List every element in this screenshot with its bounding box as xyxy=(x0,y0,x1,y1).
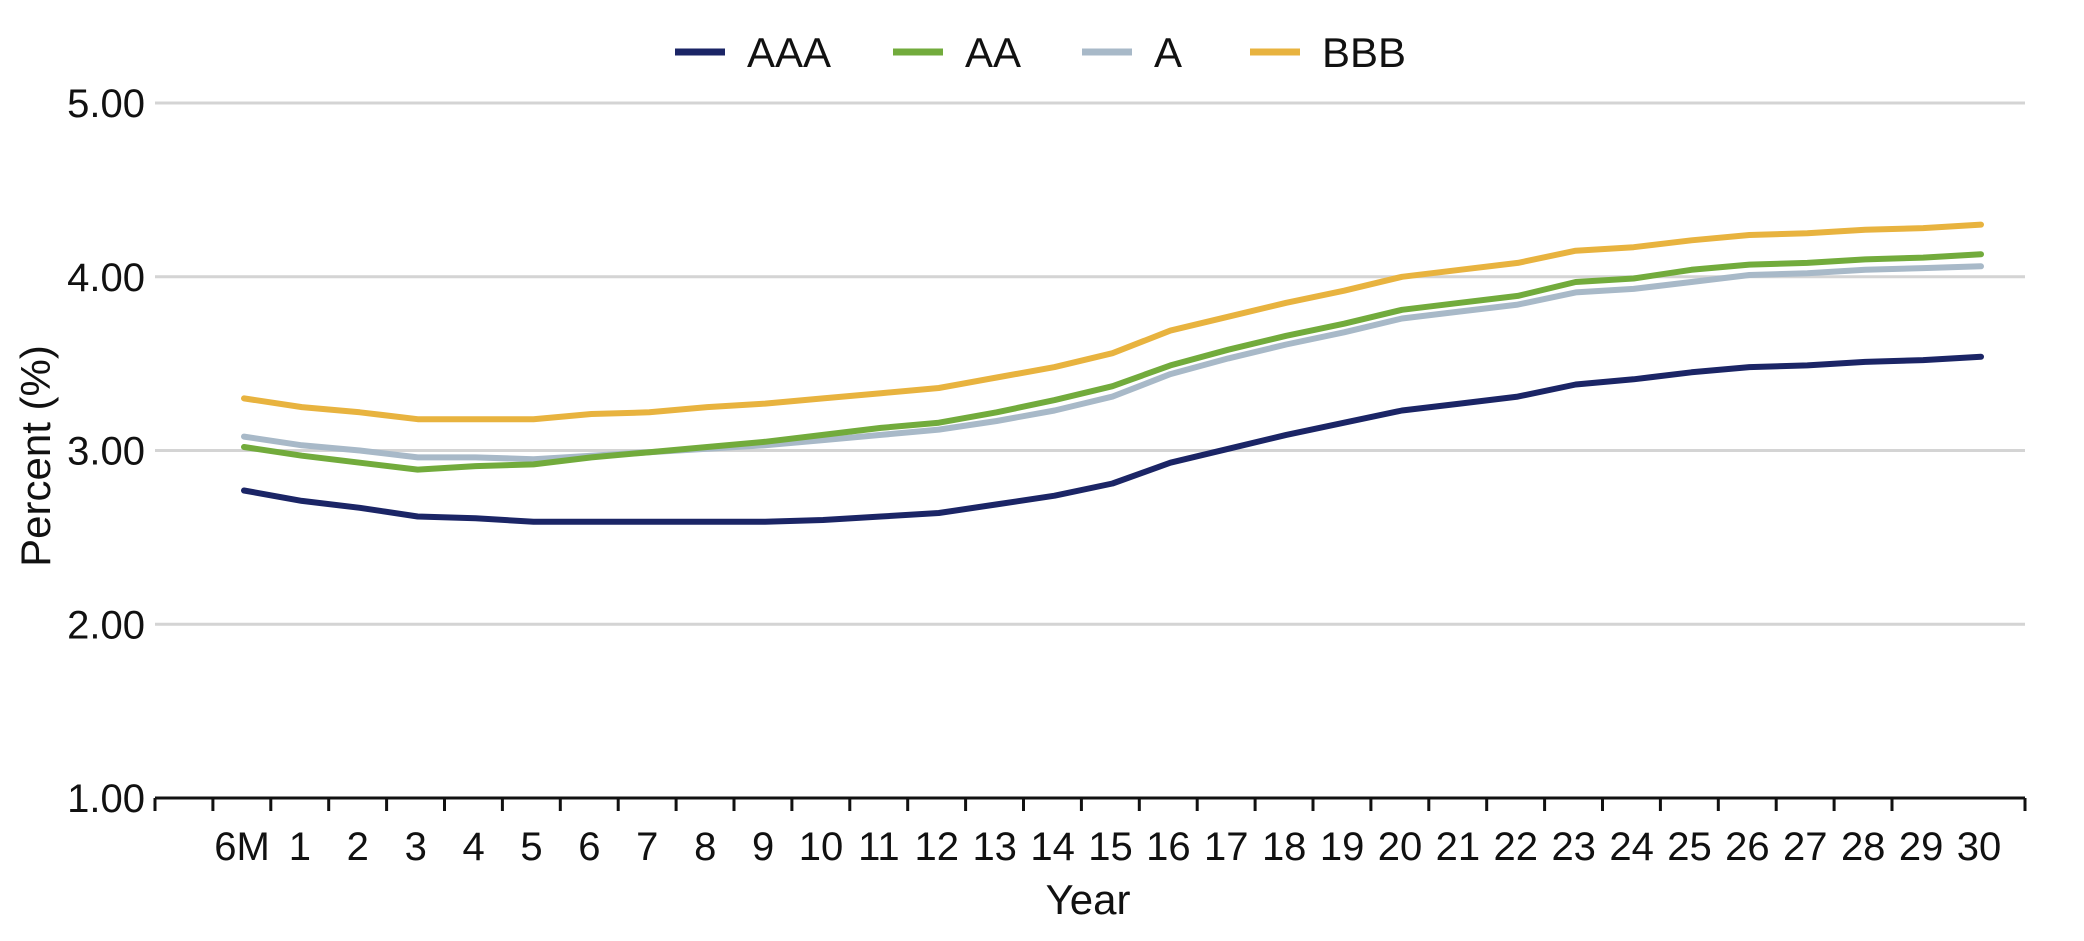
x-tick-label: 17 xyxy=(1204,825,1249,869)
x-tick-label: 6M xyxy=(214,825,270,869)
legend-label-a: A xyxy=(1154,29,1182,76)
x-tick-label: 3 xyxy=(405,825,427,869)
x-tick-label: 16 xyxy=(1146,825,1191,869)
x-tick-label: 11 xyxy=(858,825,900,869)
x-axis-title: Year xyxy=(1046,876,1131,923)
x-tick-label: 2 xyxy=(347,825,369,869)
x-tick-label: 21 xyxy=(1436,825,1481,869)
x-tick-label: 1 xyxy=(289,825,311,869)
x-axis-tick-labels: 6M 1 2 3 4 5 6 7 8 9 10 11 12 13 14 15 16 17 18 19 20 21 22 23 2… xyxy=(214,825,2001,869)
legend-label-bbb: BBB xyxy=(1322,29,1406,76)
x-tick-label: 12 xyxy=(915,825,960,869)
x-tick-label: 25 xyxy=(1667,825,1712,869)
legend-label-aa: AA xyxy=(965,29,1021,76)
x-tick-label: 19 xyxy=(1320,825,1365,869)
y-tick-label: 5.00 xyxy=(67,82,145,126)
gridlines xyxy=(155,101,2025,626)
series-line-a xyxy=(241,263,1984,463)
series-line-aaa xyxy=(241,353,1984,525)
x-tick-label: 15 xyxy=(1088,825,1133,869)
x-tick-label: 23 xyxy=(1551,825,1596,869)
series-line-bbb xyxy=(241,221,1984,423)
x-tick-label: 28 xyxy=(1841,825,1886,869)
y-axis-tick-labels: 1.00 2.00 3.00 4.00 5.00 xyxy=(67,82,145,821)
x-tick-label: 27 xyxy=(1783,825,1828,869)
x-tick-label: 24 xyxy=(1609,825,1654,869)
x-tick-label: 26 xyxy=(1725,825,1770,869)
y-tick-label: 1.00 xyxy=(67,777,145,821)
x-tick-label: 14 xyxy=(1030,825,1075,869)
x-tick-label: 9 xyxy=(752,825,774,869)
x-axis xyxy=(153,796,2027,811)
series-line-aa xyxy=(241,251,1984,473)
x-tick-label: 6 xyxy=(578,825,600,869)
x-tick-label: 7 xyxy=(636,825,658,869)
x-tick-label: 4 xyxy=(462,825,484,869)
y-axis-title: Percent (%) xyxy=(12,345,59,567)
x-tick-label: 29 xyxy=(1899,825,1944,869)
series-lines xyxy=(241,221,1984,525)
x-tick-label: 10 xyxy=(799,825,844,869)
x-tick-label: 22 xyxy=(1494,825,1539,869)
y-tick-label: 3.00 xyxy=(67,430,145,474)
y-tick-label: 2.00 xyxy=(67,603,145,647)
x-tick-label: 8 xyxy=(694,825,716,869)
x-tick-label: 30 xyxy=(1957,825,2002,869)
x-tick-label: 18 xyxy=(1262,825,1307,869)
legend-label-aaa: AAA xyxy=(747,29,831,76)
x-tick-label: 20 xyxy=(1378,825,1423,869)
x-tick-label: 5 xyxy=(520,825,542,869)
y-tick-label: 4.00 xyxy=(67,256,145,300)
x-tick-label: 13 xyxy=(972,825,1017,869)
legend: AAA AA A BBB xyxy=(675,29,1406,76)
